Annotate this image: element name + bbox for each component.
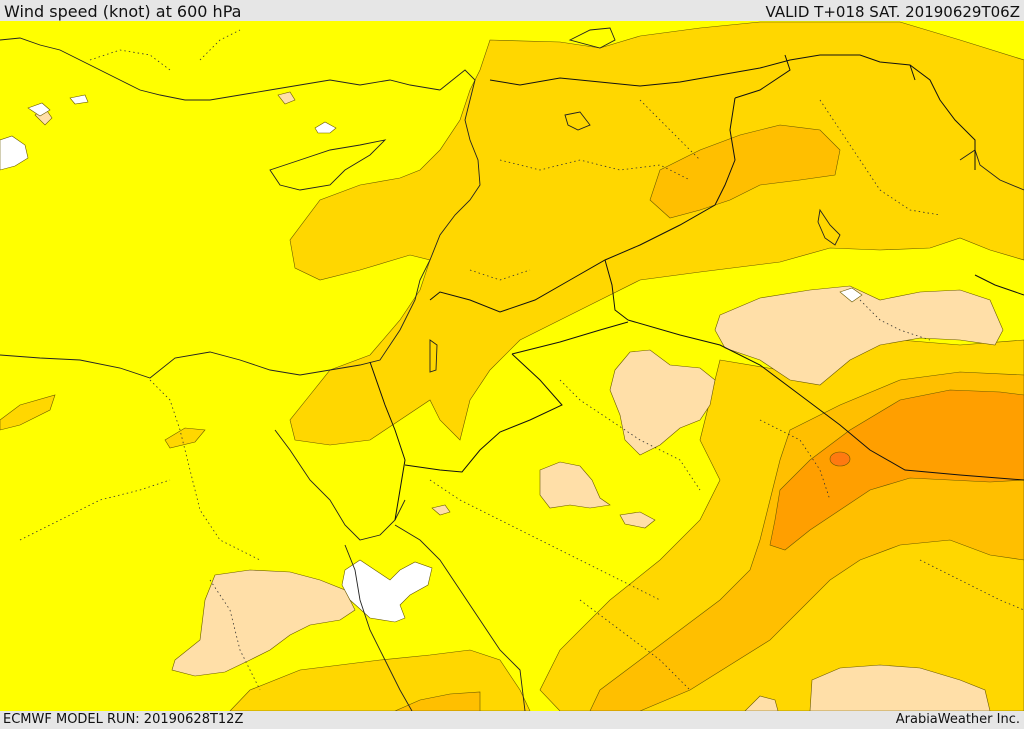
- no-wind-zone: [0, 94, 863, 623]
- province-dotted-lines: [19, 29, 1024, 691]
- map-canvas: [0, 21, 1024, 711]
- map-footer: ECMWF MODEL RUN: 20190628T12Z ArabiaWeat…: [0, 711, 1024, 729]
- valid-time-label: VALID T+018 SAT. 20190629T06Z: [765, 3, 1020, 21]
- coastline-lines: [0, 27, 1024, 711]
- strong-wind-band: [769, 389, 1024, 551]
- wind-core: [829, 451, 851, 467]
- map-header: Wind speed (knot) at 600 hPa VALID T+018…: [0, 0, 1024, 21]
- map-title: Wind speed (knot) at 600 hPa: [4, 2, 242, 21]
- country-border-lines: [369, 54, 1024, 521]
- wind-speed-map[interactable]: [0, 21, 1024, 711]
- calm-wind-band: [34, 91, 1004, 711]
- model-run-label: ECMWF MODEL RUN: 20190628T12Z: [3, 712, 244, 727]
- credit-label: ArabiaWeather Inc.: [895, 712, 1020, 727]
